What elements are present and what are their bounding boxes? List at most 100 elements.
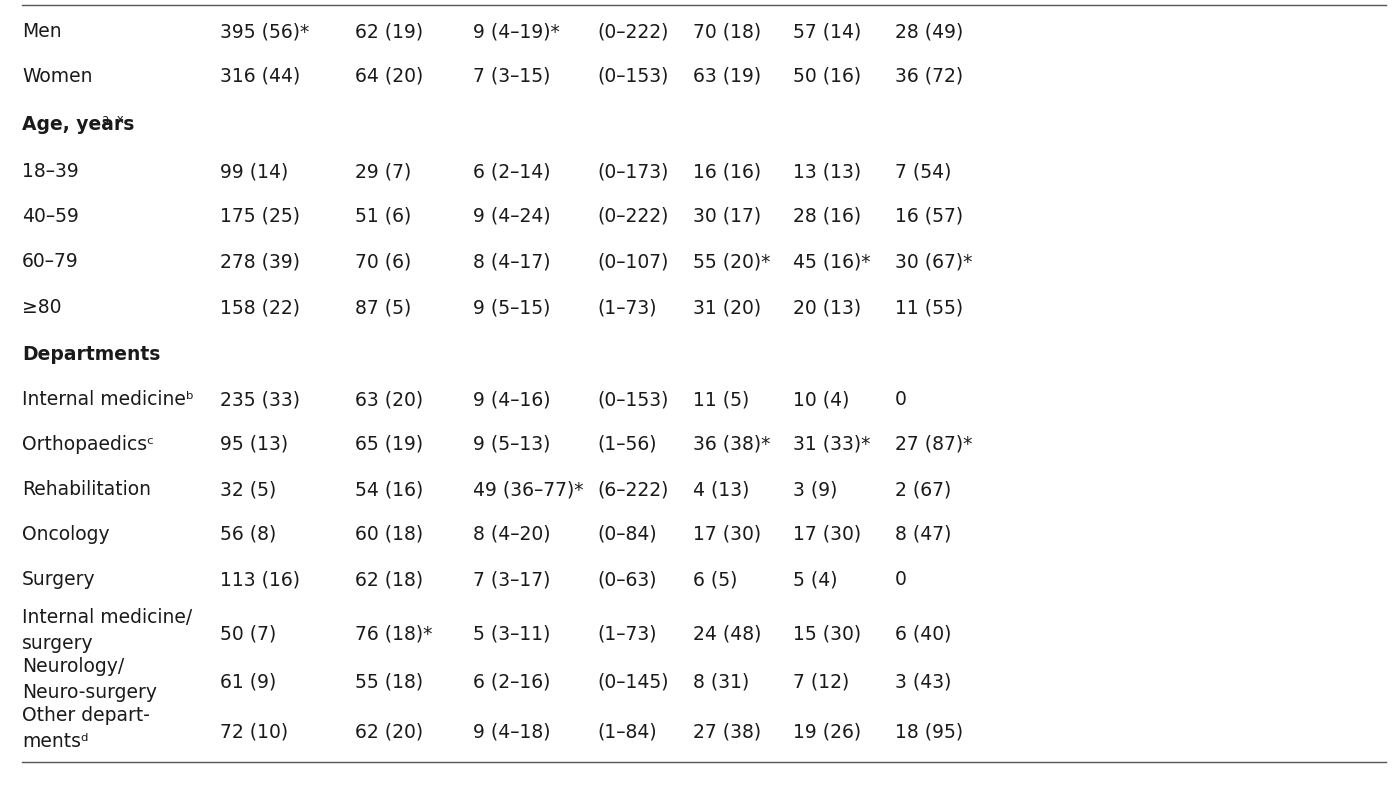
- Text: 20 (13): 20 (13): [792, 298, 861, 317]
- Text: 235 (33): 235 (33): [220, 390, 300, 409]
- Text: (1–73): (1–73): [596, 298, 657, 317]
- Text: Internal medicine/: Internal medicine/: [22, 608, 192, 627]
- Text: (0–153): (0–153): [596, 67, 668, 86]
- Text: 7 (12): 7 (12): [792, 673, 850, 692]
- Text: 9 (5–13): 9 (5–13): [473, 435, 550, 454]
- Text: 70 (18): 70 (18): [693, 22, 762, 41]
- Text: 6 (2–14): 6 (2–14): [473, 162, 550, 181]
- Text: Departments: Departments: [22, 345, 161, 364]
- Text: 4 (13): 4 (13): [693, 480, 749, 499]
- Text: 27 (38): 27 (38): [693, 722, 762, 741]
- Text: Surgery: Surgery: [22, 570, 95, 589]
- Text: 2 (67): 2 (67): [895, 480, 951, 499]
- Text: 10 (4): 10 (4): [792, 390, 850, 409]
- Text: 16 (16): 16 (16): [693, 162, 762, 181]
- Text: ≥80: ≥80: [22, 298, 62, 317]
- Text: 316 (44): 316 (44): [220, 67, 300, 86]
- Text: (0–107): (0–107): [596, 252, 668, 271]
- Text: Oncology: Oncology: [22, 525, 109, 544]
- Text: 50 (16): 50 (16): [792, 67, 861, 86]
- Text: 7 (3–17): 7 (3–17): [473, 570, 550, 589]
- Text: 70 (6): 70 (6): [356, 252, 412, 271]
- Text: 7 (3–15): 7 (3–15): [473, 67, 550, 86]
- Text: 0: 0: [895, 390, 907, 409]
- Text: 9 (4–16): 9 (4–16): [473, 390, 550, 409]
- Text: 27 (87)*: 27 (87)*: [895, 435, 973, 454]
- Text: a, x: a, x: [102, 113, 123, 126]
- Text: 56 (8): 56 (8): [220, 525, 276, 544]
- Text: 49 (36–77)*: 49 (36–77)*: [473, 480, 584, 499]
- Text: 36 (72): 36 (72): [895, 67, 963, 86]
- Text: 55 (20)*: 55 (20)*: [693, 252, 770, 271]
- Text: 5 (3–11): 5 (3–11): [473, 624, 550, 643]
- Text: 8 (31): 8 (31): [693, 673, 749, 692]
- Text: (1–84): (1–84): [596, 722, 657, 741]
- Text: 9 (5–15): 9 (5–15): [473, 298, 550, 317]
- Text: Neurology/: Neurology/: [22, 657, 125, 676]
- Text: 30 (17): 30 (17): [693, 207, 762, 226]
- Text: 28 (49): 28 (49): [895, 22, 963, 41]
- Text: (0–145): (0–145): [596, 673, 669, 692]
- Text: Other depart-: Other depart-: [22, 706, 150, 725]
- Text: (0–84): (0–84): [596, 525, 657, 544]
- Text: (0–222): (0–222): [596, 22, 668, 41]
- Text: 158 (22): 158 (22): [220, 298, 300, 317]
- Text: 18–39: 18–39: [22, 162, 78, 181]
- Text: 31 (33)*: 31 (33)*: [792, 435, 871, 454]
- Text: Internal medicineᵇ: Internal medicineᵇ: [22, 390, 193, 409]
- Text: 6 (5): 6 (5): [693, 570, 738, 589]
- Text: 95 (13): 95 (13): [220, 435, 288, 454]
- Text: 36 (38)*: 36 (38)*: [693, 435, 770, 454]
- Text: 278 (39): 278 (39): [220, 252, 300, 271]
- Text: 30 (67)*: 30 (67)*: [895, 252, 973, 271]
- Text: 63 (20): 63 (20): [356, 390, 423, 409]
- Text: 13 (13): 13 (13): [792, 162, 861, 181]
- Text: (1–73): (1–73): [596, 624, 657, 643]
- Text: 76 (18)*: 76 (18)*: [356, 624, 433, 643]
- Text: 16 (57): 16 (57): [895, 207, 963, 226]
- Text: Neuro-surgery: Neuro-surgery: [22, 683, 157, 702]
- Text: 19 (26): 19 (26): [792, 722, 861, 741]
- Text: 9 (4–24): 9 (4–24): [473, 207, 550, 226]
- Text: 45 (16)*: 45 (16)*: [792, 252, 871, 271]
- Text: 62 (18): 62 (18): [356, 570, 423, 589]
- Text: 50 (7): 50 (7): [220, 624, 276, 643]
- Text: 17 (30): 17 (30): [792, 525, 861, 544]
- Text: (0–222): (0–222): [596, 207, 668, 226]
- Text: 17 (30): 17 (30): [693, 525, 762, 544]
- Text: Age, years: Age, years: [22, 115, 134, 134]
- Text: (1–56): (1–56): [596, 435, 657, 454]
- Text: 11 (5): 11 (5): [693, 390, 749, 409]
- Text: (6–222): (6–222): [596, 480, 668, 499]
- Text: 63 (19): 63 (19): [693, 67, 762, 86]
- Text: surgery: surgery: [22, 634, 94, 653]
- Text: 24 (48): 24 (48): [693, 624, 762, 643]
- Text: 64 (20): 64 (20): [356, 67, 423, 86]
- Text: 60 (18): 60 (18): [356, 525, 423, 544]
- Text: 0: 0: [895, 570, 907, 589]
- Text: 87 (5): 87 (5): [356, 298, 412, 317]
- Text: Women: Women: [22, 67, 92, 86]
- Text: 61 (9): 61 (9): [220, 673, 276, 692]
- Text: 54 (16): 54 (16): [356, 480, 423, 499]
- Text: 32 (5): 32 (5): [220, 480, 276, 499]
- Text: 395 (56)*: 395 (56)*: [220, 22, 309, 41]
- Text: 51 (6): 51 (6): [356, 207, 412, 226]
- Text: 65 (19): 65 (19): [356, 435, 423, 454]
- Text: (0–153): (0–153): [596, 390, 668, 409]
- Text: 62 (20): 62 (20): [356, 722, 423, 741]
- Text: 3 (43): 3 (43): [895, 673, 952, 692]
- Text: 29 (7): 29 (7): [356, 162, 412, 181]
- Text: (0–173): (0–173): [596, 162, 668, 181]
- Text: 6 (2–16): 6 (2–16): [473, 673, 550, 692]
- Text: 3 (9): 3 (9): [792, 480, 837, 499]
- Text: 60–79: 60–79: [22, 252, 78, 271]
- Text: 8 (4–17): 8 (4–17): [473, 252, 550, 271]
- Text: 15 (30): 15 (30): [792, 624, 861, 643]
- Text: 8 (47): 8 (47): [895, 525, 952, 544]
- Text: 99 (14): 99 (14): [220, 162, 288, 181]
- Text: 6 (40): 6 (40): [895, 624, 952, 643]
- Text: 113 (16): 113 (16): [220, 570, 300, 589]
- Text: 8 (4–20): 8 (4–20): [473, 525, 550, 544]
- Text: 72 (10): 72 (10): [220, 722, 288, 741]
